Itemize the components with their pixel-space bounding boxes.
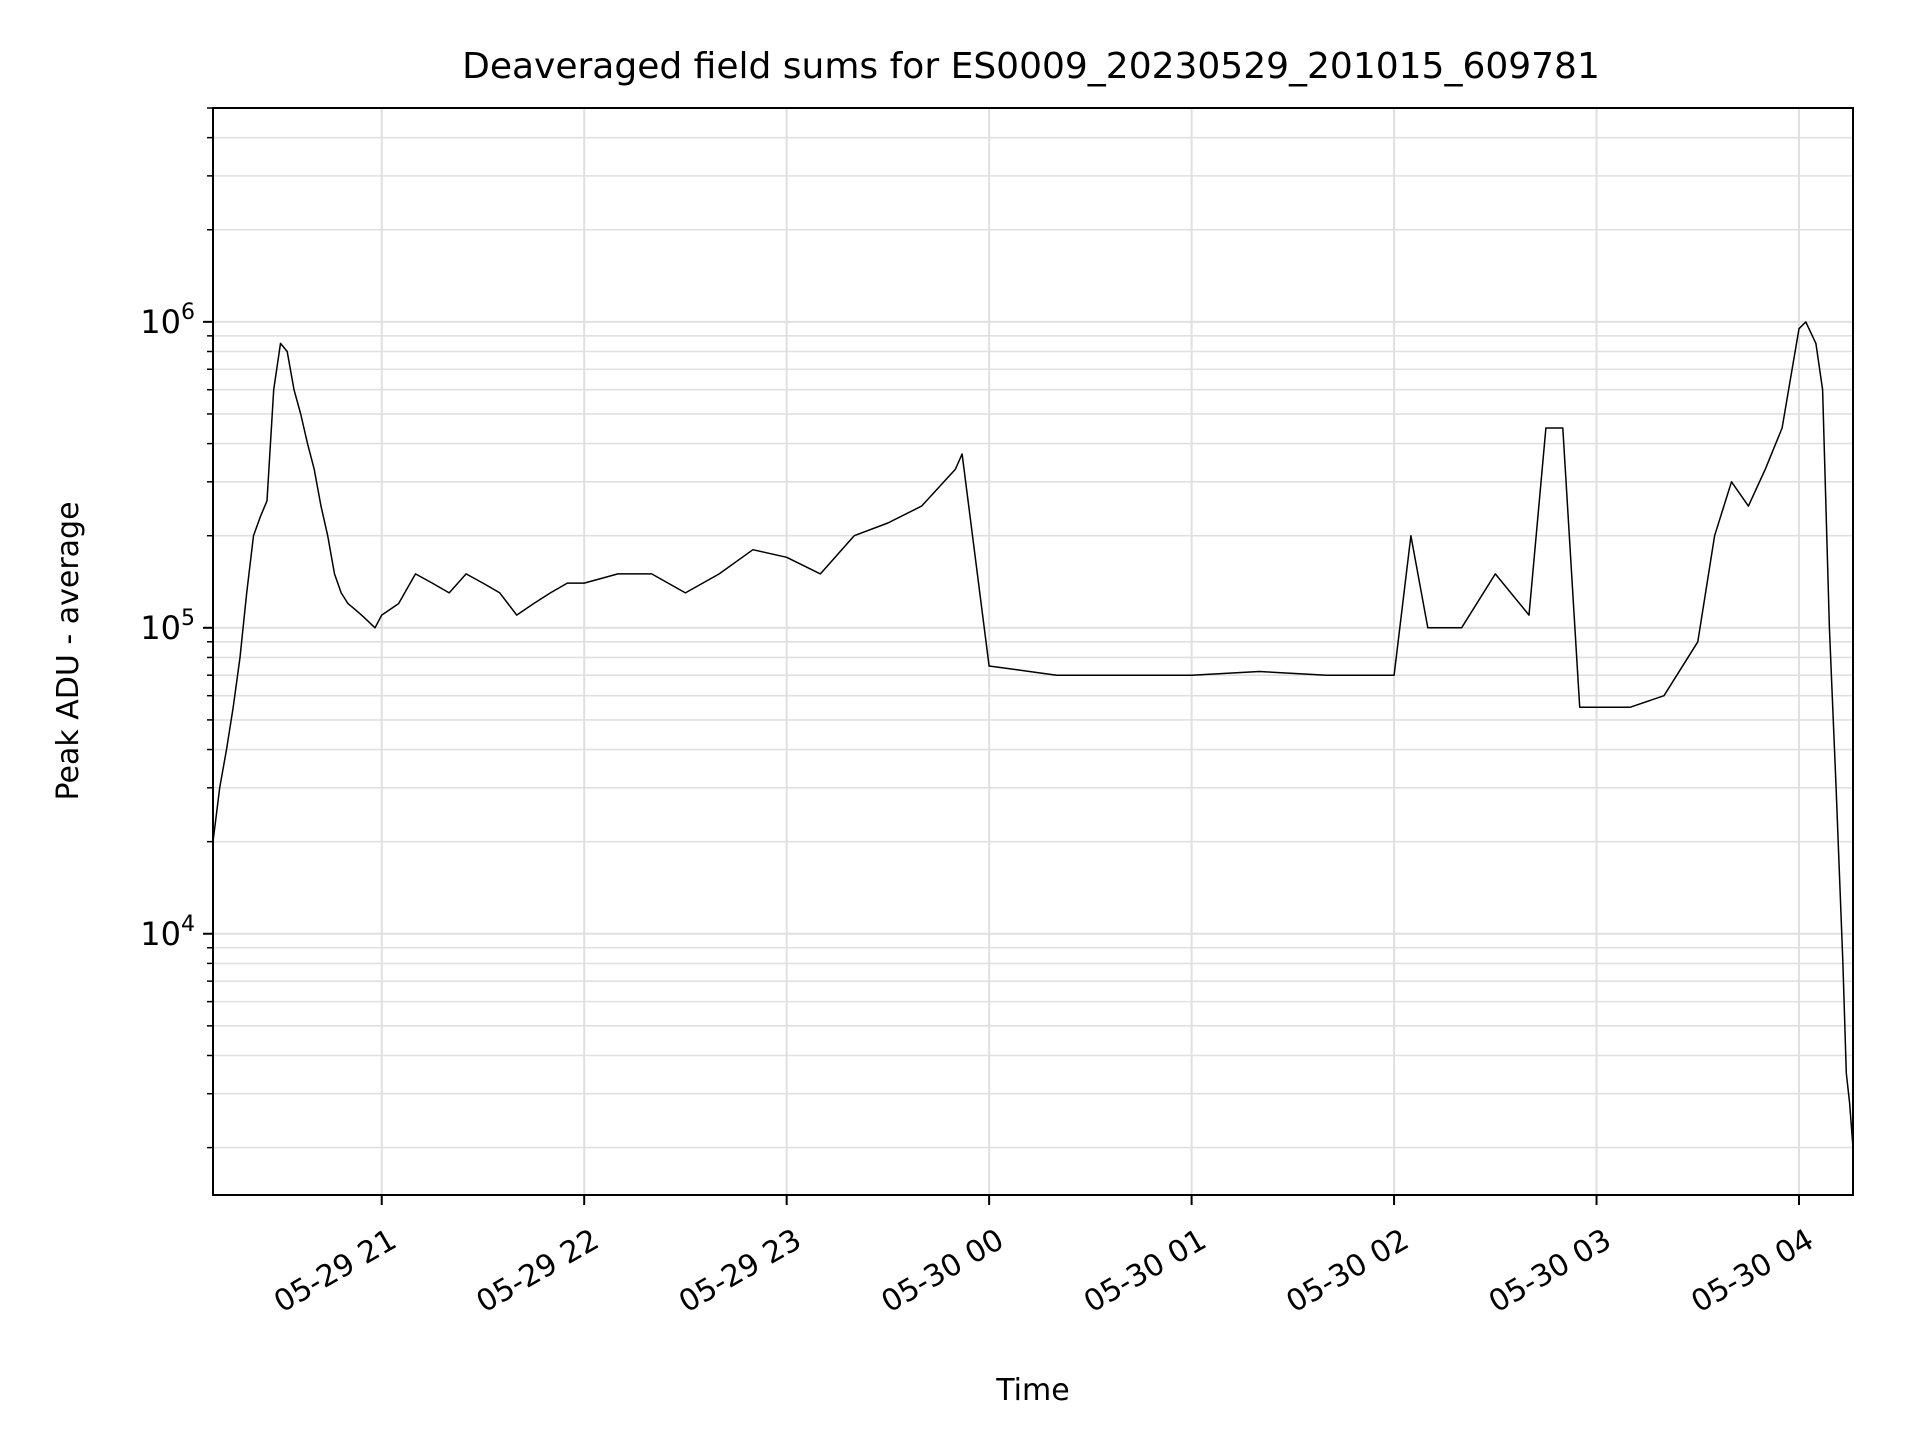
- series: [212, 321, 1854, 1148]
- y-axis-label: Peak ADU - average: [51, 501, 86, 800]
- series-line: [212, 321, 1854, 1148]
- y-tick-label: 105: [140, 606, 195, 647]
- y-tick-label: 106: [140, 300, 195, 341]
- plot-frame: [212, 107, 1854, 1196]
- y-tick-label: 104: [140, 912, 195, 953]
- chart-title: Deaveraged field sums for ES0009_2023052…: [462, 46, 1600, 87]
- grid: [213, 107, 1853, 1195]
- x-axis-label: Time: [995, 1373, 1069, 1408]
